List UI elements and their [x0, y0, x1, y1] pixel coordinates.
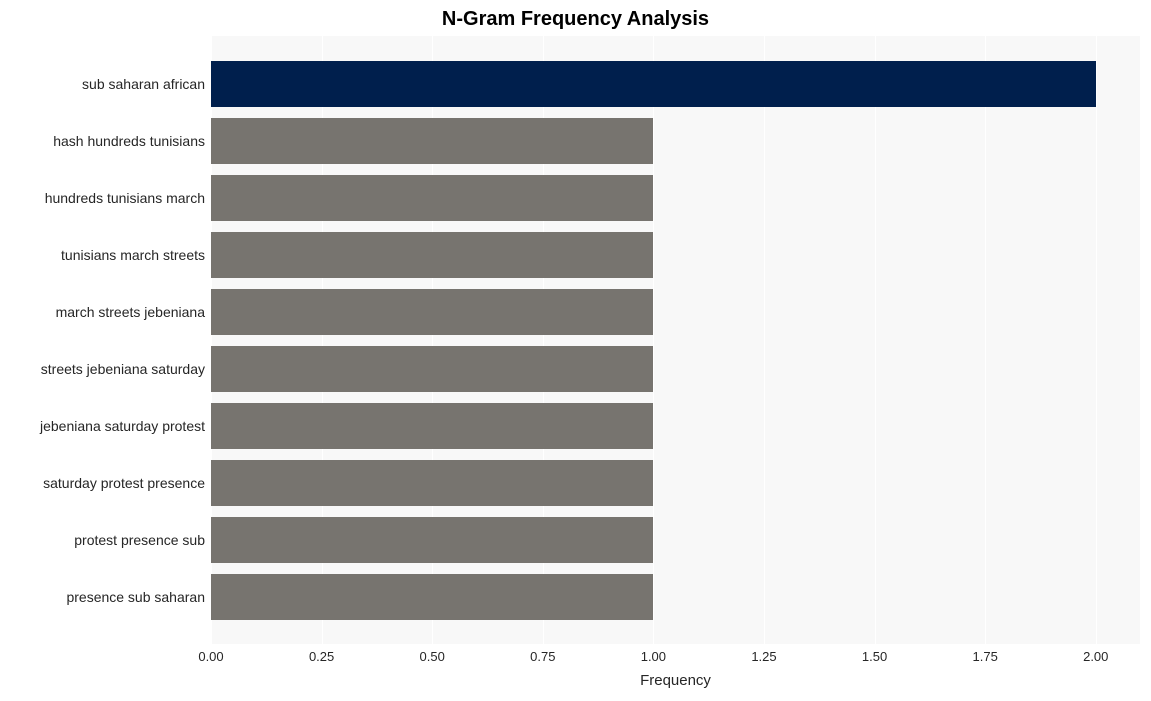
ngram-frequency-chart: N-Gram Frequency Analysis Frequency 0.00…	[0, 0, 1151, 701]
x-tick-label: 2.00	[1083, 649, 1108, 664]
gridline	[985, 36, 986, 644]
x-tick-label: 0.25	[309, 649, 334, 664]
bar	[211, 232, 653, 278]
chart-title: N-Gram Frequency Analysis	[0, 8, 1151, 31]
y-tick-label: sub saharan african	[0, 61, 205, 107]
bar	[211, 175, 653, 221]
x-tick-label: 1.25	[751, 649, 776, 664]
bar	[211, 61, 1096, 107]
plot-area	[211, 36, 1140, 644]
gridline	[1096, 36, 1097, 644]
x-tick-label: 0.50	[420, 649, 445, 664]
gridline	[764, 36, 765, 644]
bar	[211, 289, 653, 335]
bar	[211, 517, 653, 563]
y-tick-label: hundreds tunisians march	[0, 175, 205, 221]
gridline	[653, 36, 654, 644]
y-tick-label: tunisians march streets	[0, 232, 205, 278]
y-tick-label: hash hundreds tunisians	[0, 118, 205, 164]
x-tick-label: 0.75	[530, 649, 555, 664]
y-tick-label: protest presence sub	[0, 517, 205, 563]
x-tick-label: 0.00	[198, 649, 223, 664]
y-tick-label: presence sub saharan	[0, 574, 205, 620]
x-axis-title: Frequency	[211, 672, 1140, 689]
y-tick-label: streets jebeniana saturday	[0, 346, 205, 392]
y-tick-label: jebeniana saturday protest	[0, 403, 205, 449]
bar	[211, 460, 653, 506]
bar	[211, 118, 653, 164]
y-tick-label: saturday protest presence	[0, 460, 205, 506]
x-tick-label: 1.50	[862, 649, 887, 664]
gridline	[875, 36, 876, 644]
bar	[211, 574, 653, 620]
y-tick-label: march streets jebeniana	[0, 289, 205, 335]
bar	[211, 346, 653, 392]
x-tick-label: 1.75	[973, 649, 998, 664]
x-tick-label: 1.00	[641, 649, 666, 664]
bar	[211, 403, 653, 449]
